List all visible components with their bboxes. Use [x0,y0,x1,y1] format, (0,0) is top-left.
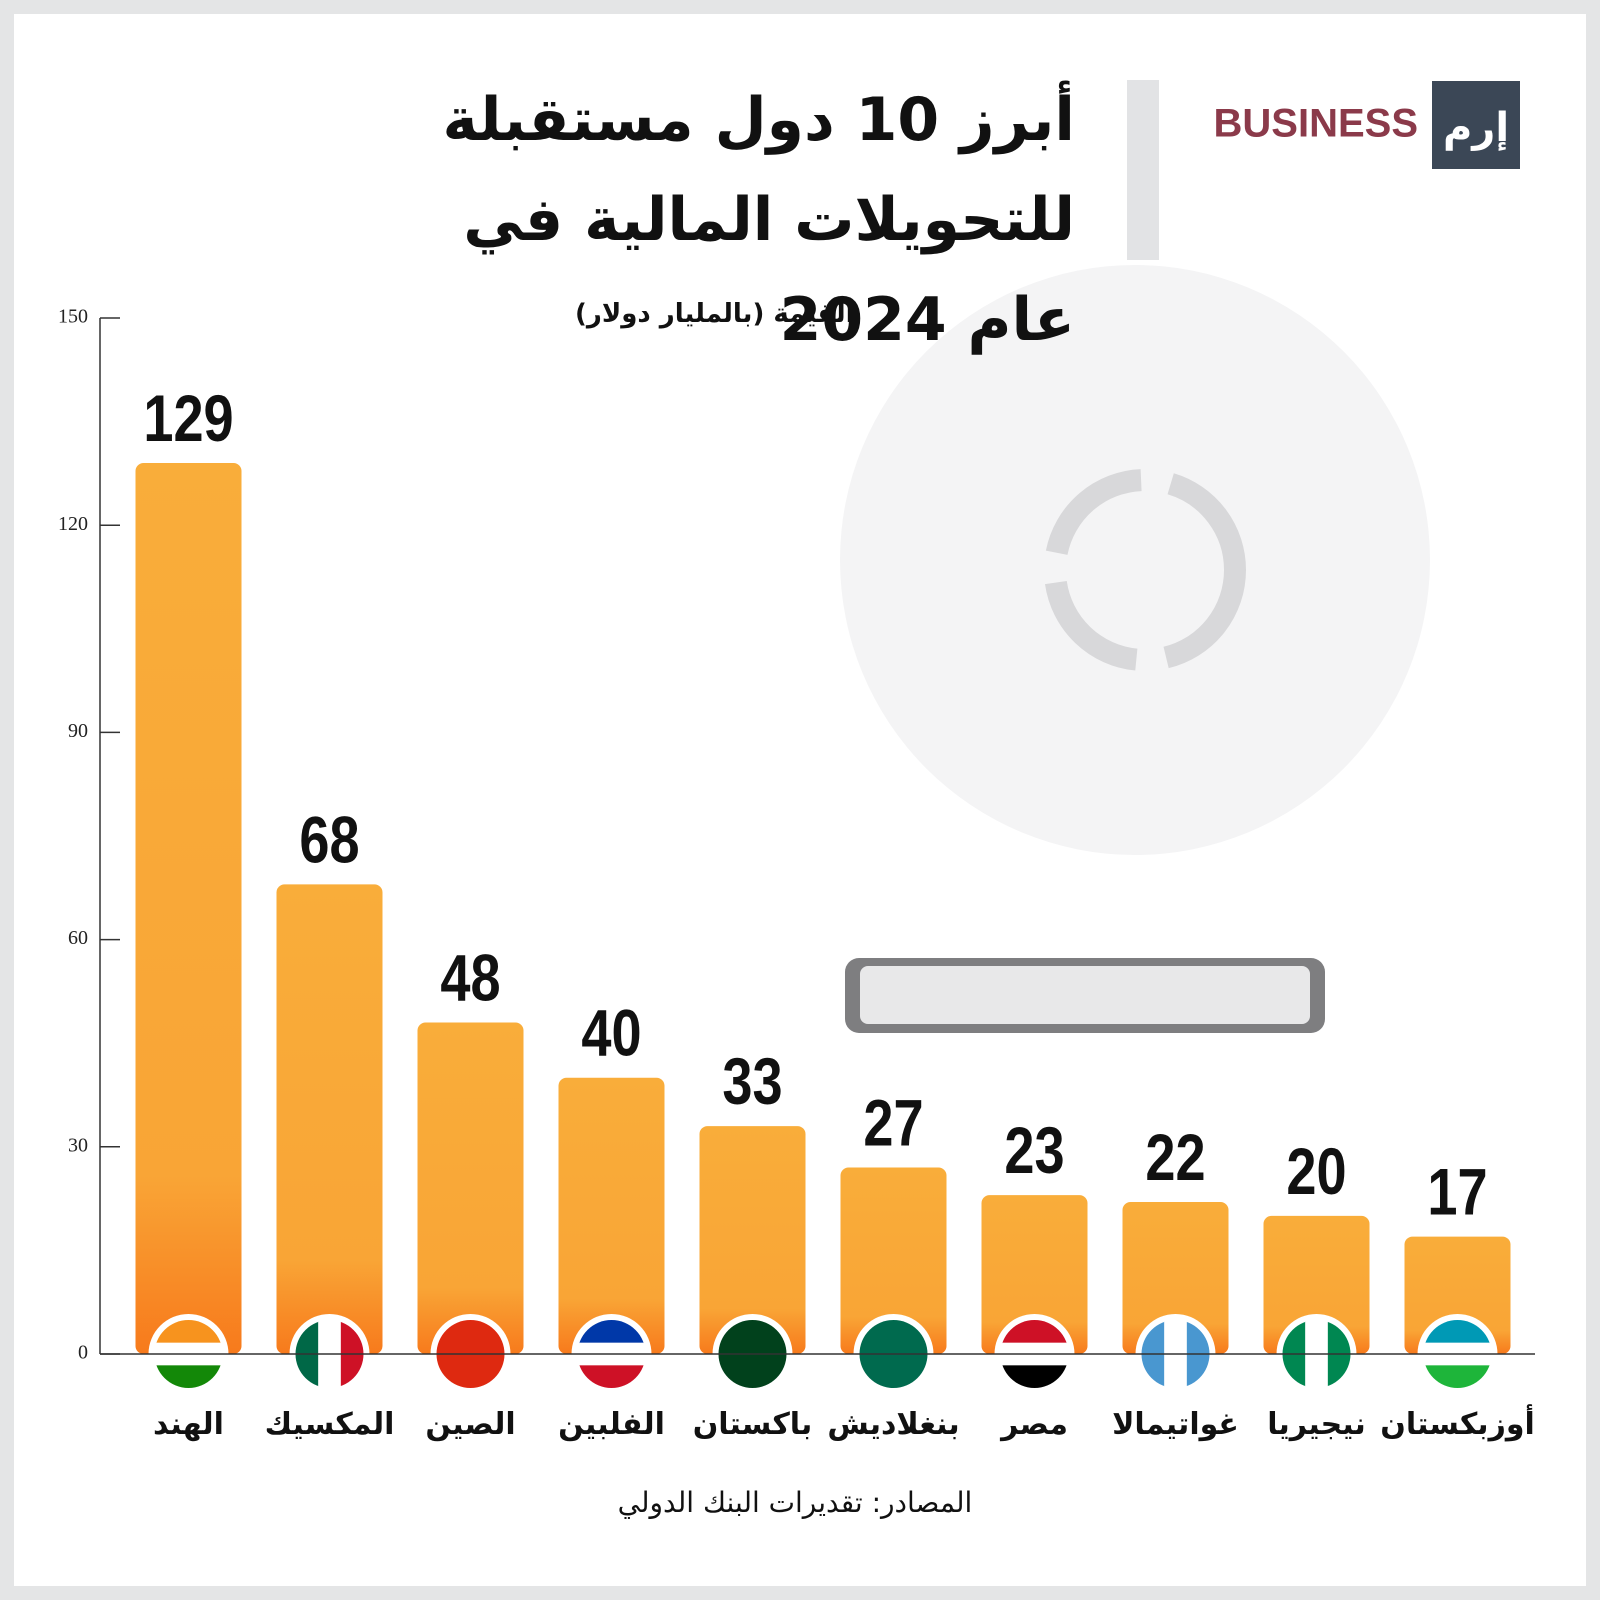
flag-stripe [1000,1365,1069,1388]
x-tick-label: مصر [999,1407,1068,1442]
value-label: 33 [722,1044,782,1118]
x-tick-label: بنغلاديش [827,1407,959,1442]
value-label: 48 [440,940,500,1014]
flag-stripe [154,1365,223,1388]
flag-stripe [154,1320,223,1344]
divider [1127,80,1159,260]
x-tick-label: أوزبكستان [1380,1404,1535,1442]
flag-stripe [1423,1320,1492,1344]
bar [981,1195,1088,1354]
flag-stripe [1423,1365,1492,1388]
y-tick-label: 120 [58,513,88,535]
x-tick-label: غواتيمالا [1112,1407,1239,1442]
value-label: 129 [143,381,233,455]
source: المصادر: تقديرات البنك الدولي [618,1486,973,1519]
chart-title: أبرز 10 دول مستقبلة للتحويلات المالية في… [442,85,1075,355]
x-tick-label: باكستان [693,1407,813,1442]
x-tick-label: الهند [153,1407,224,1442]
brand-mark: إرم [1443,105,1509,151]
bar [1122,1202,1229,1354]
value-label: 68 [299,802,359,876]
value-label: 20 [1286,1134,1346,1208]
value-label: 27 [863,1085,923,1159]
bar [135,463,242,1354]
bar [840,1167,947,1354]
brand-name: BUSINESS [1214,102,1419,146]
decor-icon [1044,469,1246,671]
bar [558,1077,665,1354]
y-axis-label: القيمة (بالمليار دولار) [575,299,855,329]
bar [417,1022,524,1354]
flag-stripe [577,1365,646,1388]
x-tick-label: الفلبين [558,1407,665,1442]
bar [1263,1215,1370,1354]
brand-box [1432,81,1520,169]
y-tick-label: 30 [68,1134,88,1156]
bar [699,1126,806,1354]
y-tick-label: 90 [68,720,88,742]
y-tick-label: 60 [68,927,88,949]
y-tick-label: 0 [78,1342,88,1364]
value-label: 22 [1145,1120,1205,1194]
value-label: 17 [1427,1154,1487,1228]
x-tick-label: الصين [425,1407,515,1442]
decor-circle [840,265,1430,855]
flag-stripe [577,1320,646,1344]
x-tick-label: نيجيريا [1267,1407,1366,1442]
decor-screen [860,966,1310,1024]
value-label: 40 [581,996,641,1070]
flag-stripe [1000,1320,1069,1344]
x-tick-label: المكسيك [265,1407,395,1442]
bar [276,884,383,1354]
value-label: 23 [1004,1113,1064,1187]
y-tick-label: 150 [58,306,88,328]
